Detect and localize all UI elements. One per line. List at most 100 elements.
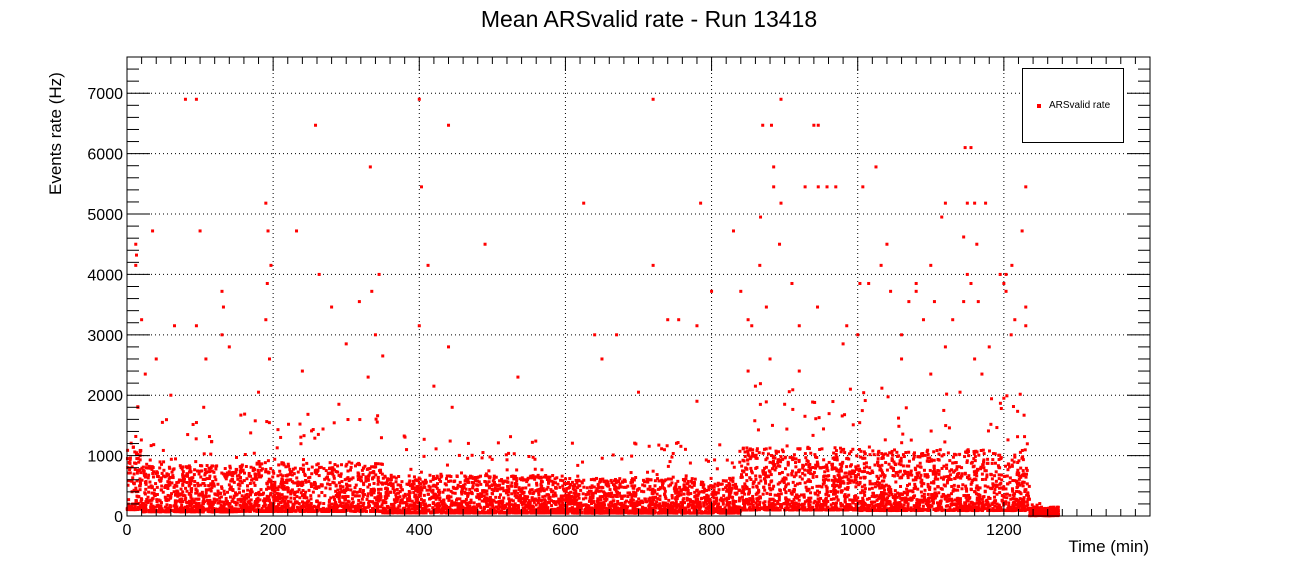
data-point <box>576 504 580 508</box>
data-point <box>379 436 383 440</box>
data-point <box>849 498 853 502</box>
data-point <box>473 479 477 483</box>
data-point <box>777 495 781 499</box>
data-point <box>188 468 192 472</box>
data-point <box>136 456 140 460</box>
data-point <box>805 459 809 463</box>
data-point <box>347 500 351 504</box>
data-point <box>463 508 467 512</box>
data-point <box>786 473 790 477</box>
data-point <box>535 483 539 487</box>
data-point <box>437 496 441 500</box>
data-point <box>373 504 377 508</box>
data-point <box>230 499 234 503</box>
data-point <box>435 486 439 490</box>
data-point <box>830 506 834 510</box>
data-point <box>614 489 618 493</box>
data-point <box>389 473 393 477</box>
data-point <box>488 455 492 459</box>
data-point <box>622 478 626 482</box>
data-point <box>405 503 409 507</box>
data-point <box>448 511 452 515</box>
data-point <box>502 496 506 500</box>
data-point <box>303 472 307 476</box>
data-point <box>315 499 319 503</box>
data-point <box>695 494 699 498</box>
data-point <box>741 498 745 502</box>
data-point <box>162 468 166 472</box>
data-point <box>433 509 437 513</box>
data-point <box>635 509 639 513</box>
data-point <box>607 492 611 496</box>
data-point <box>413 507 417 511</box>
data-point <box>284 465 288 469</box>
data-point <box>422 437 426 441</box>
data-point <box>713 509 717 513</box>
data-point <box>508 511 512 515</box>
data-point <box>718 482 722 486</box>
data-point <box>284 505 288 509</box>
data-point <box>482 494 486 498</box>
data-point <box>547 496 551 500</box>
data-point <box>419 482 423 486</box>
data-point <box>263 509 267 513</box>
data-point <box>269 492 273 496</box>
data-point <box>338 504 342 508</box>
data-point <box>674 482 678 486</box>
data-point <box>255 497 259 501</box>
data-point <box>406 497 410 501</box>
data-point <box>559 478 563 482</box>
data-point <box>564 493 568 497</box>
data-point <box>653 502 657 506</box>
data-point <box>694 511 698 515</box>
data-point <box>193 483 197 487</box>
data-point <box>598 504 602 508</box>
data-point <box>687 502 691 506</box>
data-point <box>437 509 441 513</box>
data-point <box>380 481 384 485</box>
data-point <box>655 500 659 504</box>
data-point <box>566 502 570 506</box>
data-point <box>431 478 435 482</box>
data-point <box>535 481 539 485</box>
data-point <box>273 484 277 488</box>
data-point <box>150 465 154 469</box>
data-point <box>676 441 680 445</box>
data-point <box>414 493 418 497</box>
data-point <box>600 507 604 511</box>
data-point <box>251 469 255 473</box>
data-point <box>559 511 563 515</box>
data-point <box>320 490 324 494</box>
data-point <box>389 475 393 479</box>
data-point <box>158 499 162 503</box>
data-point <box>146 499 150 503</box>
data-point <box>608 505 612 509</box>
data-point <box>241 503 245 507</box>
data-point <box>589 497 593 501</box>
data-point <box>527 483 531 487</box>
data-point <box>149 444 153 448</box>
data-point <box>359 501 363 505</box>
data-point <box>459 471 463 475</box>
data-point <box>427 508 431 512</box>
data-point <box>359 475 363 479</box>
data-point <box>581 492 585 496</box>
data-point <box>253 508 257 512</box>
data-point <box>726 511 730 515</box>
data-point <box>449 479 453 483</box>
data-point <box>164 509 168 513</box>
data-point <box>488 503 492 507</box>
data-point <box>256 507 260 511</box>
data-point <box>540 480 544 484</box>
data-point <box>344 505 348 509</box>
data-point <box>438 498 442 502</box>
data-point <box>220 506 224 510</box>
data-point <box>295 500 299 504</box>
data-point <box>551 494 555 498</box>
data-point <box>634 493 638 497</box>
data-point <box>846 487 850 491</box>
data-point <box>141 510 145 514</box>
data-point <box>561 511 565 515</box>
data-point <box>810 486 814 490</box>
data-point <box>321 507 325 511</box>
